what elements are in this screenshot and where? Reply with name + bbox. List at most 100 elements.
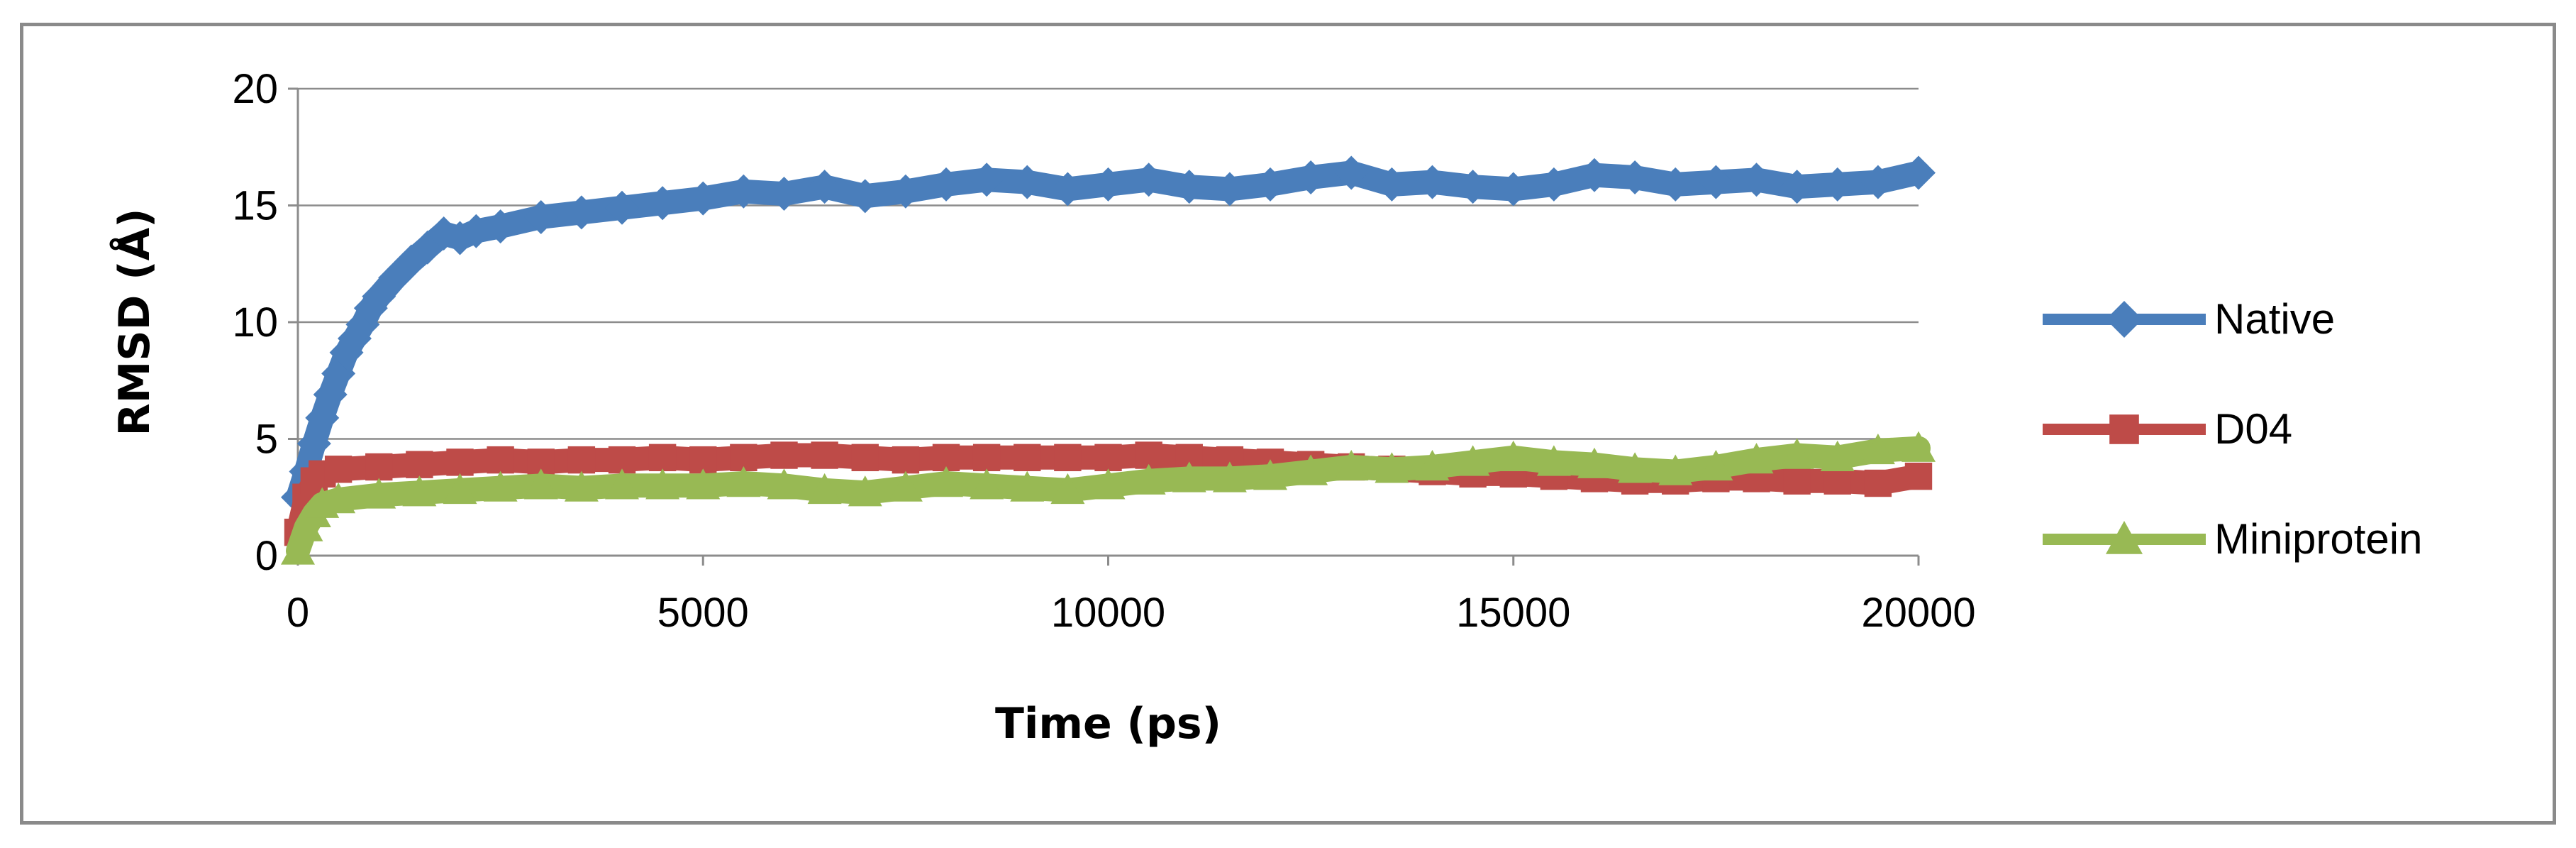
y-axis-title: RMSD (Å) [109, 208, 160, 436]
data-point-miniprotein [1334, 449, 1369, 481]
data-point-d04 [406, 451, 433, 478]
data-point-miniprotein [807, 473, 842, 505]
data-point-native [888, 174, 923, 209]
data-point-native [1375, 167, 1409, 202]
x-tick-label: 15000 [1456, 590, 1570, 636]
data-point-native [1294, 160, 1328, 195]
data-point-native [1172, 170, 1206, 204]
x-tick-label: 10000 [1051, 590, 1165, 636]
data-point-miniprotein [1902, 431, 1936, 462]
data-point-d04 [648, 444, 677, 472]
data-point-d04 [1823, 467, 1851, 495]
legend-label: Native [2214, 295, 2335, 343]
data-point-native [1212, 172, 1247, 207]
data-point-d04 [1783, 467, 1811, 495]
legend-item-native: Native [2043, 295, 2335, 343]
data-point-miniprotein [1294, 454, 1328, 485]
data-point-miniprotein [1415, 449, 1450, 481]
data-point-miniprotein [645, 468, 680, 500]
data-point-native [686, 181, 721, 216]
data-point-native [362, 279, 396, 314]
legend-item-d04: D04 [2043, 405, 2292, 453]
x-tick-labels: 0 5000 10000 15000 20000 [287, 590, 1976, 636]
data-point-miniprotein [767, 468, 801, 500]
data-point-native [605, 190, 639, 225]
data-point-native [970, 163, 1004, 197]
data-point-miniprotein [1618, 452, 1653, 483]
y-tick-label: 15 [232, 183, 278, 229]
data-point-miniprotein [929, 466, 963, 497]
data-point-miniprotein [888, 470, 923, 502]
data-point-native [1334, 155, 1369, 190]
data-point-native [1091, 167, 1126, 202]
data-point-d04 [1904, 462, 1933, 490]
y-tick-label: 5 [255, 417, 278, 463]
data-point-native [1536, 167, 1571, 202]
data-point-d04 [1014, 444, 1041, 472]
series-layer [281, 155, 1936, 565]
data-point-d04 [446, 448, 474, 476]
data-point-native [459, 214, 494, 248]
data-point-native [1415, 165, 1450, 199]
y-tick-label: 10 [232, 299, 278, 346]
data-point-native [848, 179, 882, 214]
data-point-d04 [1864, 469, 1892, 497]
data-point-native [1658, 167, 1693, 202]
data-point-d04 [1094, 444, 1122, 472]
data-point-d04 [324, 456, 352, 483]
legend-marker-triangle [2106, 521, 2143, 554]
data-point-native [296, 426, 331, 461]
data-point-miniprotein [1536, 445, 1571, 476]
legend-marker-diamond [2106, 301, 2143, 338]
data-point-miniprotein [443, 473, 477, 505]
data-point-native [1050, 172, 1085, 207]
data-point-native [1820, 167, 1855, 202]
data-point-miniprotein [362, 478, 396, 509]
data-point-native [807, 170, 842, 204]
data-point-native [1860, 165, 1895, 199]
data-point-miniprotein [686, 468, 721, 500]
data-point-d04 [567, 446, 596, 474]
data-point-miniprotein [1131, 463, 1166, 495]
data-point-native [1131, 163, 1166, 197]
legend-label: Miniprotein [2214, 515, 2422, 563]
data-point-miniprotein [1699, 449, 1733, 481]
data-point-miniprotein [483, 470, 518, 502]
data-point-native [483, 209, 518, 244]
data-point-native [564, 195, 599, 230]
data-point-native [1780, 170, 1814, 204]
data-point-miniprotein [1780, 438, 1814, 469]
data-point-d04 [851, 444, 879, 472]
data-point-miniprotein [1253, 459, 1287, 490]
data-point-native [345, 307, 380, 342]
data-point-d04 [1054, 444, 1082, 472]
series-miniprotein [281, 431, 1936, 565]
data-point-miniprotein [1739, 443, 1774, 474]
data-point-miniprotein [970, 468, 1004, 500]
data-point-native [645, 186, 680, 221]
data-point-miniprotein [1577, 447, 1611, 478]
data-point-miniprotein [281, 534, 315, 565]
data-point-native [726, 174, 761, 209]
data-point-native [1902, 155, 1936, 190]
data-point-miniprotein [1172, 461, 1206, 492]
data-point-miniprotein [1010, 470, 1045, 502]
data-point-miniprotein [1860, 433, 1895, 465]
data-point-miniprotein [1496, 440, 1531, 472]
data-point-native [1577, 158, 1611, 192]
data-point-miniprotein [605, 468, 639, 500]
data-point-miniprotein [523, 468, 558, 500]
y-tick-label: 20 [232, 66, 278, 112]
data-point-d04 [892, 446, 920, 474]
gridlines [298, 87, 1919, 440]
legend-label: D04 [2214, 405, 2292, 453]
data-point-miniprotein [1658, 454, 1693, 485]
x-axis-title: Time (ps) [995, 699, 1221, 749]
y-tick-label: 0 [255, 533, 278, 579]
data-point-native [1253, 167, 1287, 202]
data-point-miniprotein [1050, 473, 1085, 505]
legend-marker-square [2109, 414, 2139, 444]
data-point-d04 [811, 441, 838, 469]
data-point-native [1010, 165, 1045, 199]
